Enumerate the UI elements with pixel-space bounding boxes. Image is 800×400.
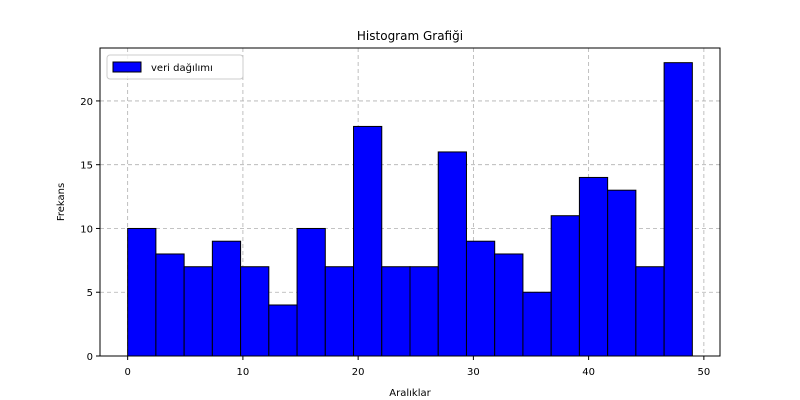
x-tick-label: 40: [582, 367, 595, 378]
y-tick-label: 20: [80, 97, 93, 108]
histogram-bar: [437, 151, 467, 357]
histogram-bar: [522, 291, 552, 357]
histogram-bar: [494, 253, 524, 357]
histogram-bar: [324, 266, 355, 357]
histogram-bar: [663, 62, 693, 357]
histogram-bar: [240, 266, 270, 357]
histogram-bar: [155, 253, 185, 357]
y-tick-label: 5: [87, 288, 93, 299]
histogram-bar: [353, 125, 383, 357]
legend: veri dağılımı: [106, 54, 244, 80]
x-tick-label: 20: [352, 367, 365, 378]
x-tick-label: 30: [467, 367, 480, 378]
plot-frame: [99, 47, 721, 357]
x-tick-label: 0: [124, 367, 130, 378]
histogram-bar: [381, 266, 411, 357]
x-tick-label: 10: [237, 367, 250, 378]
x-axis-label: Aralıklar: [389, 388, 431, 399]
histogram-bar: [183, 266, 213, 357]
y-axis: 0 5 10 15 20: [80, 97, 100, 363]
y-tick-label: 0: [87, 352, 93, 363]
chart-title: Histogram Grafiği: [357, 29, 463, 43]
histogram-bar: [635, 266, 665, 357]
y-tick-label: 15: [80, 161, 93, 172]
x-tick-label: 50: [697, 367, 710, 378]
legend-label: veri dağılımı: [151, 62, 213, 74]
histogram-bar: [578, 176, 609, 357]
histogram-bar: [550, 215, 580, 357]
y-tick-label: 10: [80, 224, 93, 235]
histogram-bar: [211, 240, 242, 357]
histogram-bar: [127, 227, 157, 357]
histogram-bar: [465, 240, 496, 357]
histogram-bar: [607, 189, 637, 357]
x-axis: 0 10 20 30 40 50: [124, 356, 710, 378]
y-axis-label: Frekans: [56, 183, 67, 221]
histogram-bar: [268, 304, 298, 357]
legend-box: [106, 54, 244, 80]
legend-swatch: [112, 61, 142, 73]
histogram-bar: [296, 227, 326, 357]
bars-layer: [127, 62, 693, 357]
histogram-bar: [409, 266, 439, 357]
